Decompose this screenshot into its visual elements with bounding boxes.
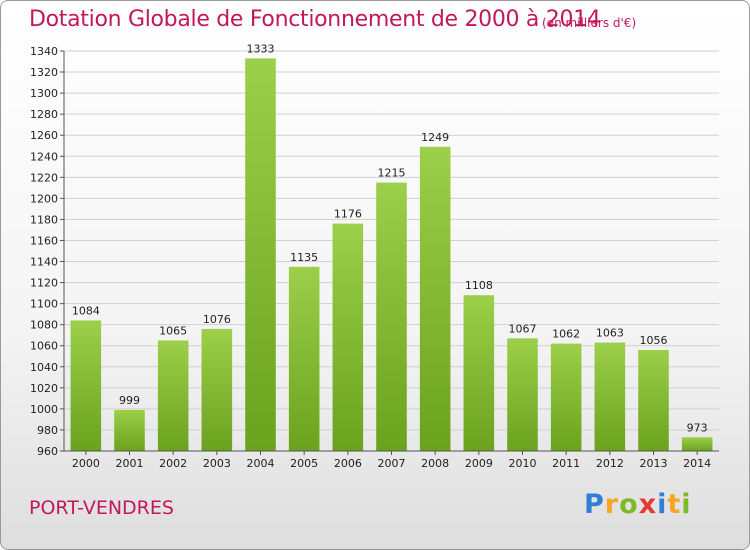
x-tick-label: 2005 xyxy=(290,457,318,470)
bar-2001 xyxy=(114,409,145,451)
data-label-2006: 1176 xyxy=(334,208,362,221)
y-tick-label: 960 xyxy=(37,445,58,458)
x-tick-label: 2014 xyxy=(683,457,711,470)
bar-2005 xyxy=(288,266,320,451)
data-label-2001: 999 xyxy=(119,394,140,407)
bar-2003 xyxy=(201,328,233,451)
bar-2008 xyxy=(419,146,451,451)
x-axis: 2000 2001 2002 2003 2004 2005 2006 2007 2008 2009… xyxy=(64,450,719,470)
chart-title: Dotation Globale de Fonctionnement de 20… xyxy=(29,7,601,32)
bar-2000 xyxy=(70,320,102,451)
data-label-2012: 1063 xyxy=(596,327,624,340)
y-tick-label: 1020 xyxy=(30,382,58,395)
data-label-2007: 1215 xyxy=(378,167,406,180)
x-tick-label: 2006 xyxy=(334,457,362,470)
data-label-2003: 1076 xyxy=(203,313,231,326)
bar-2004 xyxy=(245,58,276,452)
data-label-2010: 1067 xyxy=(509,322,537,335)
logo-letter: i xyxy=(681,489,692,520)
y-tick-label: 1200 xyxy=(30,192,58,205)
chart-subtitle: (en milliers d'€) xyxy=(542,16,637,30)
logo-letter: o xyxy=(619,489,639,520)
y-tick-label: 980 xyxy=(37,424,58,437)
logo-letter: i xyxy=(657,489,668,520)
y-tick-label: 1060 xyxy=(30,340,58,353)
y-tick-label: 1340 xyxy=(30,45,58,58)
bar-2010 xyxy=(507,338,538,451)
y-tick-label: 1180 xyxy=(30,213,58,226)
x-tick-label: 2000 xyxy=(72,457,100,470)
bar-2002 xyxy=(157,340,189,451)
logo-letter: x xyxy=(638,489,658,520)
y-tick-label: 1040 xyxy=(30,361,58,374)
bar-2014 xyxy=(681,437,713,451)
x-tick-label: 2008 xyxy=(421,457,449,470)
x-tick-label: 2010 xyxy=(509,457,537,470)
x-tick-label: 2013 xyxy=(640,457,668,470)
logo-letter: P xyxy=(584,489,605,520)
bar-2007 xyxy=(376,182,407,451)
proxiti-logo[interactable]: Proxiti xyxy=(584,489,692,520)
bar-2009 xyxy=(463,295,495,451)
y-tick-label: 1120 xyxy=(30,277,58,290)
y-tick-label: 1300 xyxy=(30,87,58,100)
x-tick-label: 2001 xyxy=(116,457,144,470)
bar-2013 xyxy=(638,349,669,451)
x-tick-label: 2011 xyxy=(552,457,580,470)
y-tick-label: 1100 xyxy=(30,298,58,311)
x-tick-label: 2009 xyxy=(465,457,493,470)
x-tick-label: 2003 xyxy=(203,457,231,470)
y-tick-label: 1080 xyxy=(30,319,58,332)
y-tick-label: 1320 xyxy=(30,66,58,79)
bar-2012 xyxy=(594,342,626,451)
x-tick-label: 2007 xyxy=(378,457,406,470)
bar-2006 xyxy=(332,223,364,451)
data-label-2011: 1062 xyxy=(552,328,580,341)
bars: 1084 999 1065 1076 1333 1135 1176 1215 1249 1108 1… xyxy=(70,42,713,452)
y-tick-label: 1240 xyxy=(30,150,58,163)
location-name: PORT-VENDRES xyxy=(29,497,174,519)
data-label-2000: 1084 xyxy=(72,304,100,317)
x-tick-label: 2002 xyxy=(159,457,187,470)
y-tick-label: 1280 xyxy=(30,108,58,121)
logo-letter: t xyxy=(667,489,682,520)
data-label-2008: 1249 xyxy=(421,131,449,144)
data-label-2014: 973 xyxy=(687,421,708,434)
y-tick-label: 1000 xyxy=(30,403,58,416)
x-tick-label: 2012 xyxy=(596,457,624,470)
y-tick-label: 1140 xyxy=(30,256,58,269)
y-tick-label: 1160 xyxy=(30,234,58,247)
x-tick-label: 2004 xyxy=(247,457,275,470)
data-label-2004: 1333 xyxy=(247,42,275,55)
data-label-2013: 1056 xyxy=(640,334,668,347)
data-label-2002: 1065 xyxy=(159,324,187,337)
data-label-2009: 1108 xyxy=(465,279,493,292)
y-tick-label: 1260 xyxy=(30,129,58,142)
data-label-2005: 1135 xyxy=(290,251,318,264)
y-axis: 960 980 1000 1020 1040 1060 1080 1100 1120 1140 11… xyxy=(30,45,65,458)
logo-letter: r xyxy=(604,489,620,520)
y-tick-label: 1220 xyxy=(30,171,58,184)
bar-2011 xyxy=(550,343,582,451)
